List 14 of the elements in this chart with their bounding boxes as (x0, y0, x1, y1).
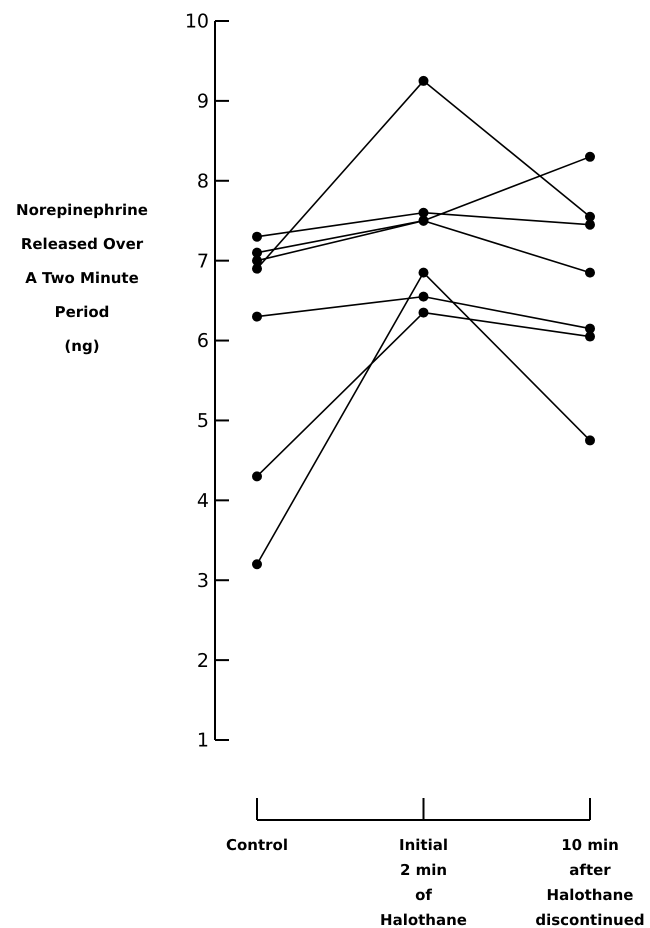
x-tick-label: Initial 2 min of Halothane (380, 836, 467, 928)
y-tick-label: 2 (196, 650, 209, 672)
x-tick-label: Control (226, 836, 288, 854)
y-tick-label: 8 (196, 170, 209, 192)
y-tick-label: 6 (196, 330, 209, 352)
y-tick-label: 5 (196, 410, 209, 432)
y-tick-label: 4 (196, 490, 209, 512)
x-tick-label: 10 min after Halothane discontinued (535, 836, 645, 928)
y-tick-label: 3 (196, 570, 209, 592)
y-tick-label: 9 (196, 90, 209, 113)
y-tick-label: 7 (196, 250, 209, 272)
y-tick-label: 10 (184, 10, 209, 33)
y-tick-label: 1 (196, 730, 209, 752)
y-axis-title: Norepinephrine Released Over A Two Minute Period (ng) (16, 201, 148, 355)
